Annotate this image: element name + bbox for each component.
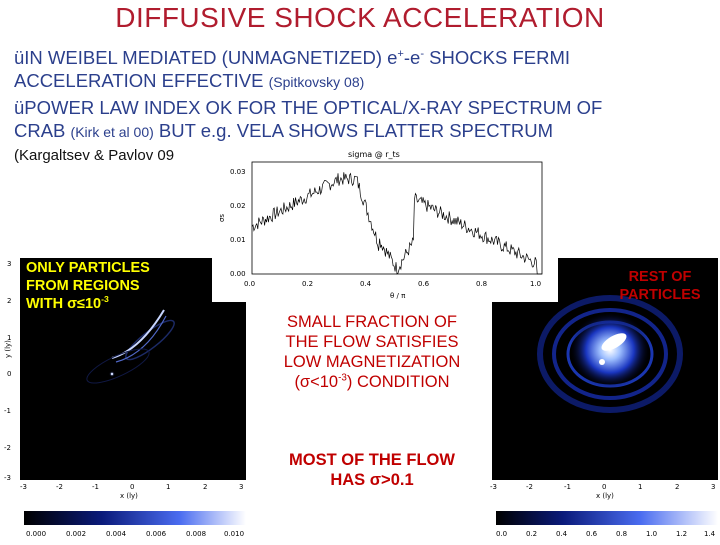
svg-text:-2: -2: [56, 483, 63, 491]
svg-text:0.0: 0.0: [496, 530, 507, 538]
svg-text:0.008: 0.008: [186, 530, 206, 538]
center-plot-svg: sigma @ r_ts 0.00 0.01 0.02 0.03 σs 0.0 …: [218, 150, 543, 300]
svg-text:-1: -1: [4, 407, 11, 415]
svg-text:0.02: 0.02: [230, 202, 246, 210]
middle-note-2: MOST OF THE FLOW HAS σ>0.1: [289, 451, 455, 489]
center-xlabel: θ / π: [390, 292, 406, 300]
bullet-1: üIN WEIBEL MEDIATED (UNMAGNETIZED) e+-e-…: [14, 47, 571, 91]
right-xlabel: x (ly): [596, 492, 614, 500]
svg-text:1.4: 1.4: [704, 530, 716, 538]
svg-text:2: 2: [7, 297, 11, 305]
svg-text:2: 2: [203, 483, 207, 491]
svg-text:-3: -3: [4, 474, 11, 482]
svg-text:0.000: 0.000: [26, 530, 46, 538]
bullet-2: üPOWER LAW INDEX OK FOR THE OPTICAL/X-RA…: [14, 97, 603, 141]
svg-text:-2: -2: [4, 444, 11, 452]
left-yticks: 3 2 1 0 -1 -2 -3: [4, 260, 11, 482]
check-icon: ü: [14, 47, 25, 68]
svg-text:3: 3: [711, 483, 715, 491]
citation: (Kargaltsev & Pavlov 09: [14, 147, 175, 164]
sigma-curve: [251, 172, 542, 275]
svg-text:3: 3: [7, 260, 11, 268]
middle-note-1: SMALL FRACTION OF THE FLOW SATISFIES LOW…: [283, 313, 461, 391]
svg-text:-3: -3: [20, 483, 27, 491]
right-cbar-ticks: 0.0 0.2 0.4 0.6 0.8 1.0 1.2 1.4: [496, 530, 716, 538]
svg-text:2: 2: [675, 483, 679, 491]
svg-text:0.0: 0.0: [244, 280, 255, 288]
svg-text:3: 3: [239, 483, 243, 491]
center-plot-frame: [251, 161, 543, 275]
svg-text:-3: -3: [490, 483, 497, 491]
left-xlabel: x (ly): [120, 492, 138, 500]
left-xticks: -3 -2 -1 0 1 2 3: [20, 483, 243, 491]
svg-text:0.010: 0.010: [224, 530, 244, 538]
center-plot: sigma @ r_ts 0.00 0.01 0.02 0.03 σs 0.0 …: [212, 146, 558, 302]
svg-text:0.03: 0.03: [230, 168, 246, 176]
right-colorbar: [496, 511, 718, 525]
center-yticks: 0.00 0.01 0.02 0.03: [230, 168, 246, 278]
svg-text:0.002: 0.002: [66, 530, 86, 538]
svg-text:0.4: 0.4: [360, 280, 372, 288]
svg-text:1: 1: [638, 483, 642, 491]
center-xticks: 0.0 0.2 0.4 0.6 0.8 1.0: [244, 280, 541, 288]
right-xticks: -3 -2 -1 0 1 2 3: [490, 483, 715, 491]
svg-text:1: 1: [7, 334, 11, 342]
slide-title: DIFFUSIVE SHOCK ACCELERATION: [115, 2, 605, 33]
svg-text:0: 0: [602, 483, 606, 491]
svg-text:0.004: 0.004: [106, 530, 127, 538]
svg-text:-1: -1: [564, 483, 571, 491]
svg-text:0.006: 0.006: [146, 530, 167, 538]
svg-text:0.2: 0.2: [526, 530, 537, 538]
left-colorbar: [24, 511, 246, 525]
svg-text:0.2: 0.2: [302, 280, 313, 288]
svg-text:1.2: 1.2: [676, 530, 687, 538]
svg-text:0.6: 0.6: [418, 280, 430, 288]
svg-text:1: 1: [166, 483, 170, 491]
left-ylabel: y (ly): [4, 340, 12, 358]
svg-text:1.0: 1.0: [530, 280, 541, 288]
svg-text:0: 0: [130, 483, 134, 491]
svg-text:0.8: 0.8: [616, 530, 627, 538]
svg-text:0.01: 0.01: [230, 236, 246, 244]
center-ylabel: σs: [218, 214, 226, 222]
right-panel-label: REST OF PARTICLES: [619, 269, 701, 303]
left-panel: 3 2 1 0 -1 -2 -3 y (ly) -3 -2 -1 0 1 2 3…: [0, 258, 248, 540]
svg-text:1.0: 1.0: [646, 530, 657, 538]
svg-text:-2: -2: [526, 483, 533, 491]
svg-text:-1: -1: [92, 483, 99, 491]
svg-text:0: 0: [7, 370, 11, 378]
svg-text:0.8: 0.8: [476, 280, 487, 288]
left-map: 3 2 1 0 -1 -2 -3 y (ly) -3 -2 -1 0 1 2 3…: [4, 258, 246, 538]
svg-text:0.00: 0.00: [230, 270, 246, 278]
svg-text:0.4: 0.4: [556, 530, 568, 538]
svg-text:0.6: 0.6: [586, 530, 598, 538]
check-icon: ü: [14, 97, 25, 118]
left-panel-label: ONLY PARTICLES FROM REGIONS WITH σ≤10-3: [26, 260, 150, 312]
left-cbar-ticks: 0.000 0.002 0.004 0.006 0.008 0.010: [26, 530, 244, 538]
center-plot-title: sigma @ r_ts: [348, 150, 400, 159]
